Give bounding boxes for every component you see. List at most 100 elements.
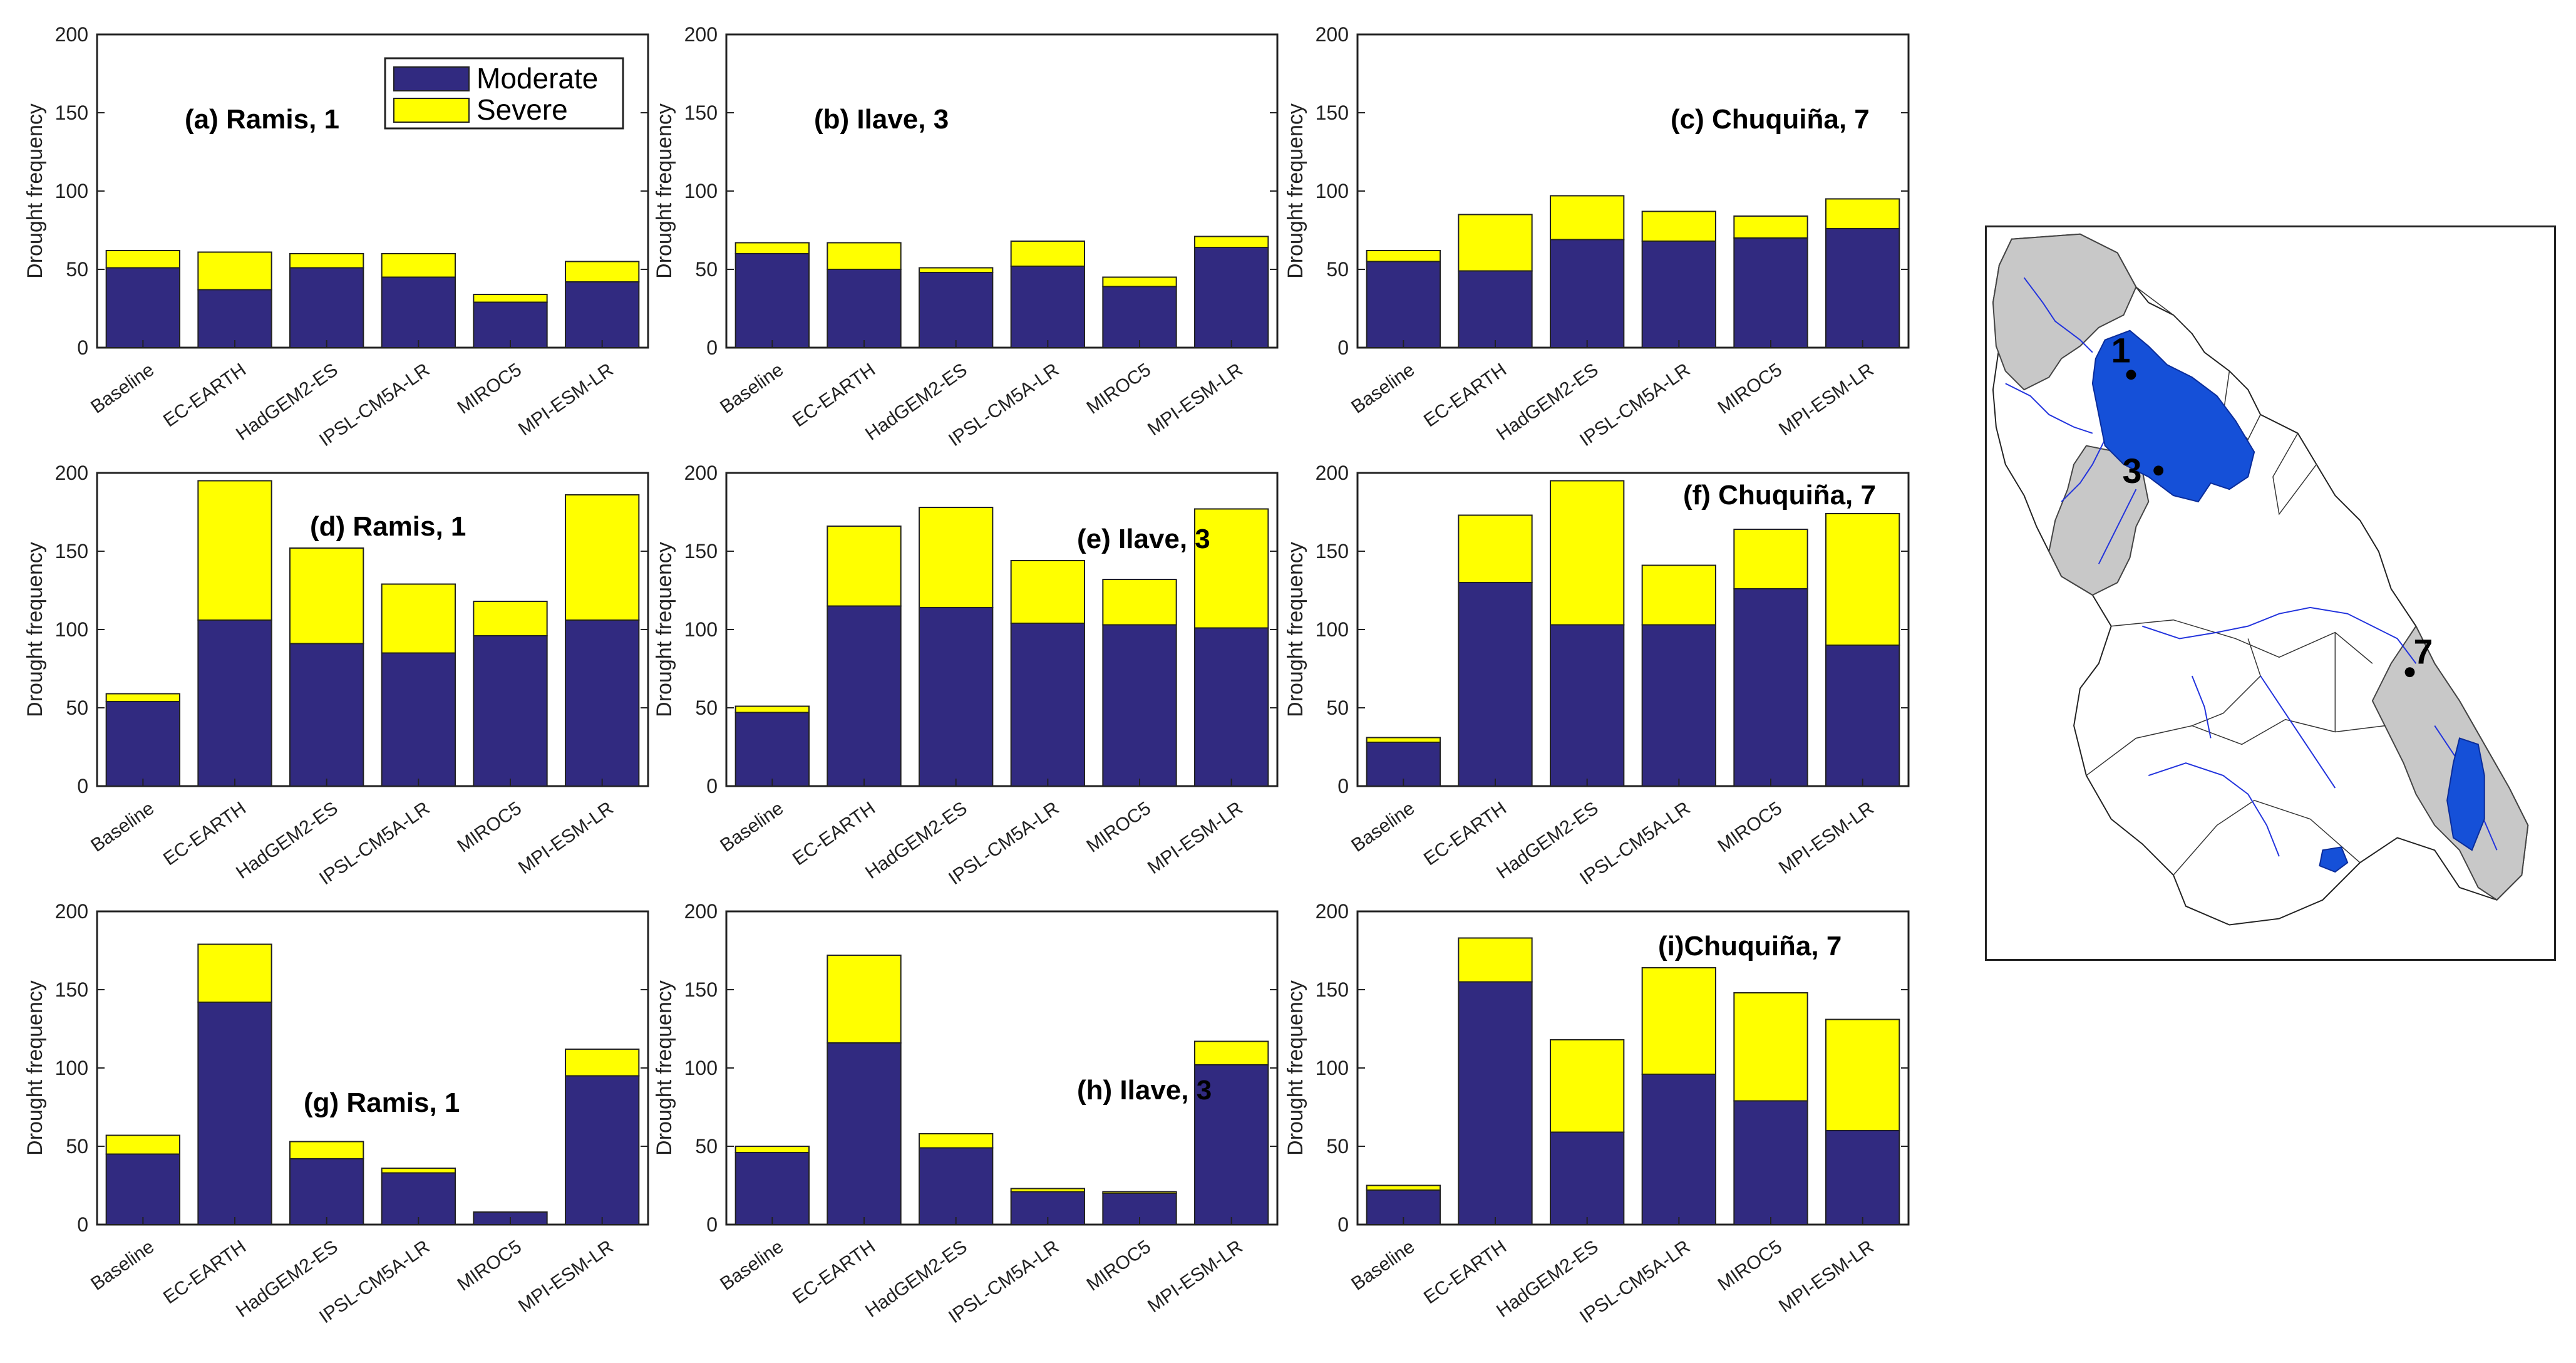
bar-severe-HadGEM2-ES — [1550, 1039, 1625, 1133]
x-tick-label: MPI-ESM-LR — [1775, 798, 1878, 878]
bar-severe-HadGEM2-ES — [919, 507, 994, 608]
x-tick-label: Baseline — [1347, 360, 1418, 418]
bar-moderate-Baseline — [734, 712, 810, 787]
y-tick-label: 50 — [1326, 258, 1349, 281]
bar-moderate-IPSL-CM5A-LR — [1641, 1074, 1717, 1225]
bar-moderate-MIROC5 — [1102, 624, 1177, 787]
x-tick-label: MPI-ESM-LR — [1775, 360, 1878, 440]
bar-severe-HadGEM2-ES — [1550, 195, 1625, 241]
chart-panel-g: 0 50 100 150 200 Drought frequency Baseline EC-… — [23, 900, 649, 1327]
bar-moderate-IPSL-CM5A-LR — [381, 652, 456, 787]
y-tick-label: 200 — [684, 23, 718, 46]
y-tick-label: 150 — [684, 540, 718, 562]
y-tick-label: 50 — [695, 258, 718, 281]
bar-moderate-Baseline — [734, 253, 810, 348]
bar-moderate-IPSL-CM5A-LR — [381, 1172, 456, 1225]
y-axis-label: Drought frequency — [1284, 542, 1307, 717]
bar-moderate-EC-EARTH — [197, 289, 272, 348]
plot-frame — [725, 910, 1279, 1226]
bar-moderate-IPSL-CM5A-LR — [1010, 266, 1085, 348]
y-tick-label: 100 — [684, 180, 718, 202]
y-tick-label: 50 — [66, 697, 88, 719]
y-tick-label: 0 — [77, 1213, 88, 1236]
plot-frame — [1356, 472, 1910, 787]
x-tick-label: EC-EARTH — [789, 360, 879, 432]
bar-severe-MIROC5 — [1733, 992, 1808, 1102]
bar-moderate-HadGEM2-ES — [289, 267, 364, 348]
bar-severe-MIROC5 — [473, 601, 548, 636]
x-tick-label: MPI-ESM-LR — [1144, 360, 1247, 440]
bar-moderate-EC-EARTH — [827, 1042, 902, 1225]
plot-frame — [96, 910, 649, 1226]
plot-frame — [725, 472, 1279, 787]
x-tick-label: MPI-ESM-LR — [1144, 1236, 1247, 1317]
bar-severe-MIROC5 — [1733, 529, 1808, 589]
x-tick-label: Baseline — [87, 798, 158, 856]
x-tick-label: Baseline — [87, 360, 158, 418]
chart-panel-f: 0 50 100 150 200 Drought frequency Baseline EC-… — [1284, 462, 1910, 889]
x-tick-label: Baseline — [1347, 798, 1418, 856]
y-tick-label: 100 — [55, 1057, 88, 1079]
bar-severe-Baseline — [105, 1134, 181, 1155]
y-tick-label: 100 — [55, 180, 88, 202]
x-tick-label: Baseline — [1347, 1236, 1418, 1295]
bar-severe-MIROC5 — [1102, 579, 1177, 626]
bar-severe-MPI-ESM-LR — [1825, 198, 1900, 229]
station-7-marker — [2404, 667, 2415, 678]
bar-moderate-MPI-ESM-LR — [565, 281, 640, 348]
station-1-label: 1 — [2111, 331, 2131, 370]
bar-moderate-EC-EARTH — [197, 1002, 272, 1225]
y-tick-label: 200 — [1316, 900, 1349, 923]
y-tick-label: 200 — [1316, 462, 1349, 484]
bar-moderate-HadGEM2-ES — [1550, 1131, 1625, 1225]
bar-severe-Baseline — [1366, 1184, 1441, 1191]
bar-moderate-HadGEM2-ES — [919, 1147, 994, 1225]
bar-moderate-MPI-ESM-LR — [1825, 1130, 1900, 1225]
y-tick-label: 150 — [684, 978, 718, 1001]
chart-panel-b: 0 50 100 150 200 Drought frequency Baseline EC-… — [652, 23, 1279, 450]
chart-panel-i: 0 50 100 150 200 Drought frequency Baseline EC-… — [1284, 900, 1910, 1327]
y-tick-label: 200 — [684, 900, 718, 923]
y-tick-label: 150 — [684, 101, 718, 124]
y-axis-label: Drought frequency — [23, 980, 47, 1156]
bar-severe-MPI-ESM-LR — [565, 1049, 640, 1077]
x-tick-label: Baseline — [716, 798, 787, 856]
bar-moderate-MPI-ESM-LR — [1194, 1064, 1269, 1225]
x-tick-label: Baseline — [716, 360, 787, 418]
y-tick-label: 200 — [55, 900, 88, 923]
y-axis-label: Drought frequency — [23, 542, 47, 717]
panel-title: (h) Ilave, 3 — [1077, 1075, 1212, 1106]
basin-map: 1 3 7 — [1992, 233, 2529, 926]
panel-title: (d) Ramis, 1 — [310, 511, 466, 542]
y-tick-label: 150 — [55, 978, 88, 1001]
bar-moderate-EC-EARTH — [1458, 582, 1533, 787]
bar-moderate-MPI-ESM-LR — [1825, 228, 1900, 348]
legend-label-severe: Severe — [477, 93, 568, 126]
y-axis-label: Drought frequency — [652, 103, 676, 279]
x-tick-label: EC-EARTH — [160, 360, 250, 432]
y-tick-label: 0 — [77, 336, 88, 359]
bar-moderate-MPI-ESM-LR — [565, 1075, 640, 1225]
y-tick-label: 150 — [1316, 978, 1349, 1001]
x-tick-label: Baseline — [716, 1236, 787, 1295]
bar-severe-IPSL-CM5A-LR — [381, 1168, 456, 1174]
bar-moderate-HadGEM2-ES — [289, 643, 364, 787]
bar-moderate-IPSL-CM5A-LR — [1010, 623, 1085, 787]
y-axis-label: Drought frequency — [652, 980, 676, 1156]
bar-moderate-EC-EARTH — [827, 269, 902, 348]
bar-severe-MPI-ESM-LR — [565, 494, 640, 621]
bar-severe-EC-EARTH — [197, 480, 272, 621]
bar-moderate-HadGEM2-ES — [1550, 624, 1625, 787]
bar-moderate-EC-EARTH — [1458, 270, 1533, 348]
bar-moderate-MIROC5 — [1733, 588, 1808, 787]
x-tick-label: MIROC5 — [454, 1236, 526, 1295]
bar-severe-MPI-ESM-LR — [565, 261, 640, 282]
bar-moderate-MPI-ESM-LR — [1825, 645, 1900, 787]
y-tick-label: 0 — [706, 1213, 718, 1236]
plot-frame — [1356, 33, 1910, 349]
plot-frame — [725, 33, 1279, 349]
bar-severe-IPSL-CM5A-LR — [381, 583, 456, 654]
y-tick-label: 150 — [55, 101, 88, 124]
x-tick-label: Baseline — [87, 1236, 158, 1295]
